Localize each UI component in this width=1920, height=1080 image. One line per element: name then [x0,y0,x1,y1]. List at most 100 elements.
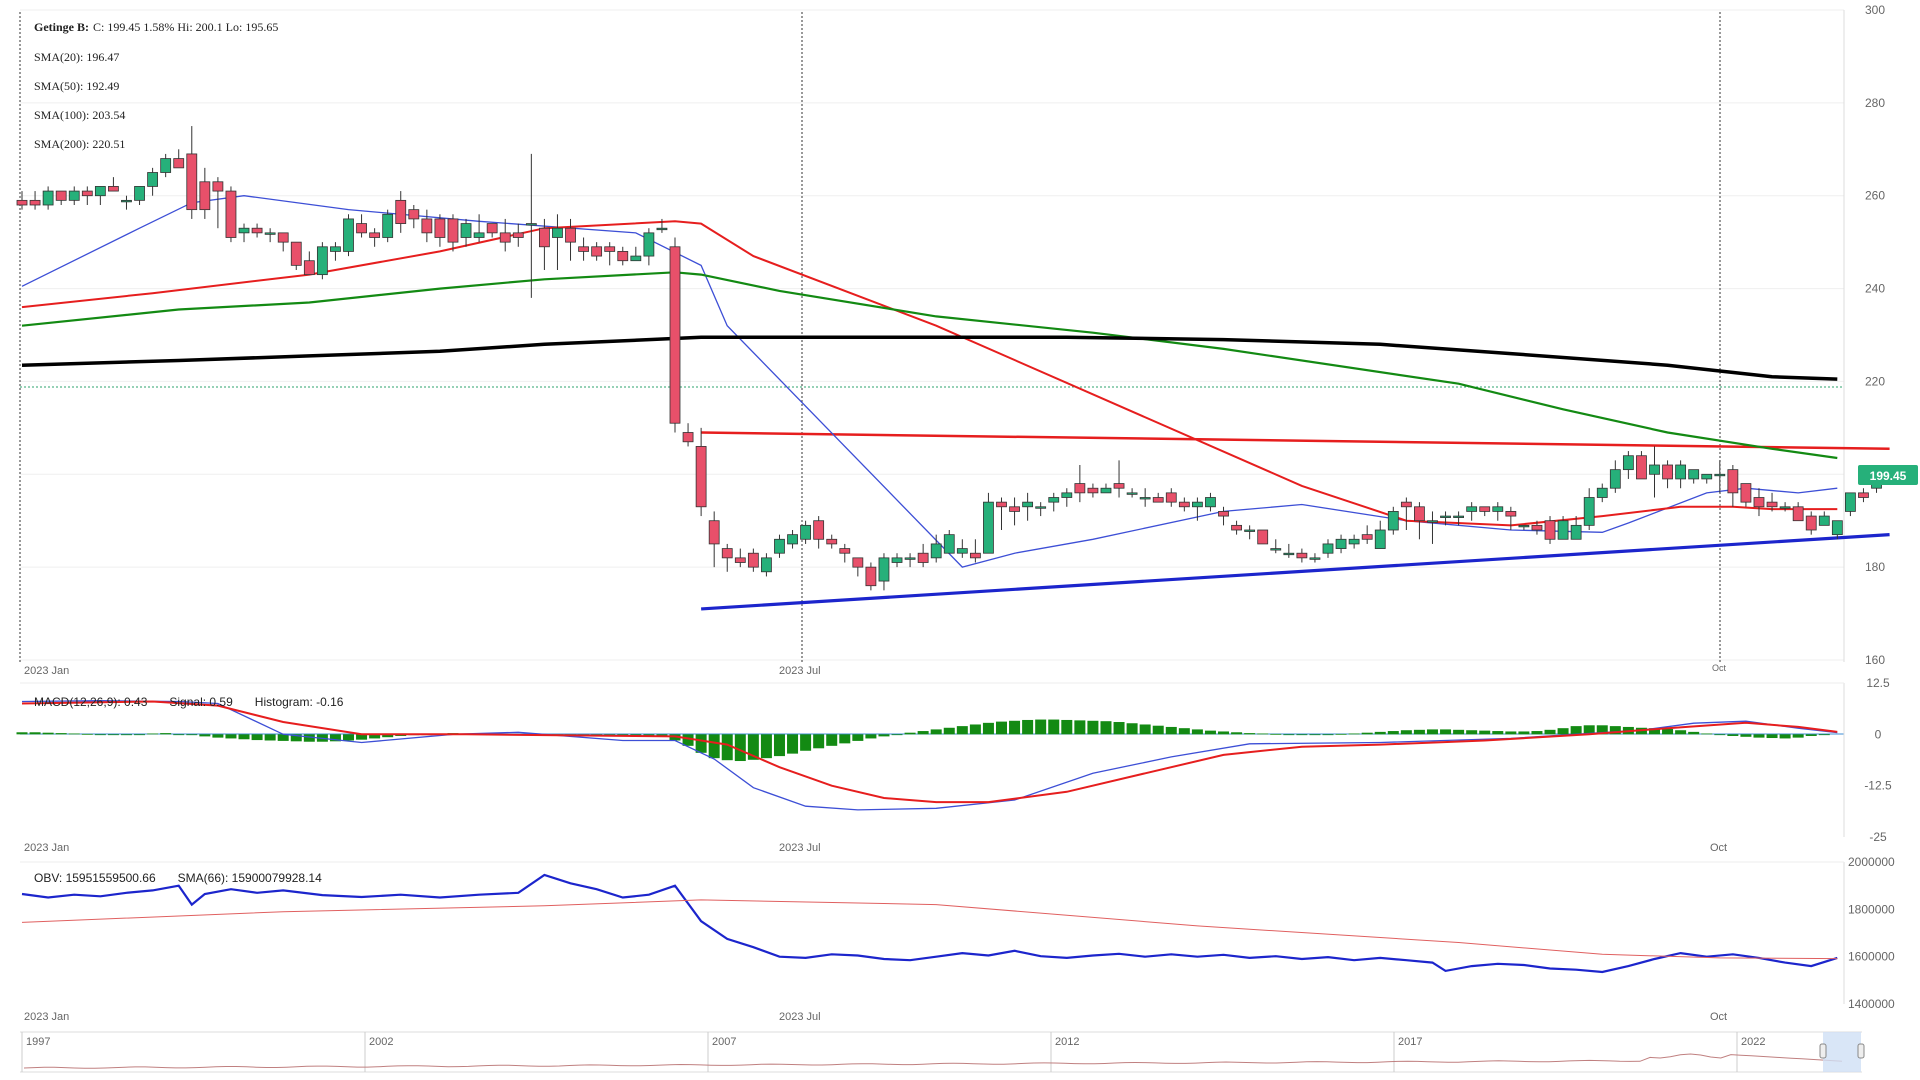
candle [343,214,354,257]
macd-histogram-bar [120,734,132,736]
macd-histogram-bar [1152,725,1164,735]
macd-histogram-bar [1165,726,1177,735]
macd-histogram-bar [734,734,746,762]
candle-body [330,246,341,252]
macd-tick-label: 12.5 [1866,676,1890,690]
signal-line [21,700,1838,804]
candle [160,153,172,178]
candle-body [1740,483,1752,503]
navigator-selection[interactable] [1823,1032,1861,1072]
candle [1622,451,1634,479]
candle-body [1805,515,1817,531]
macd-histogram-bar [930,729,942,735]
candle-body [1858,492,1869,498]
macd-histogram-bar [852,734,864,741]
macd-histogram-bar [695,734,707,753]
last-price-badge [1858,465,1918,485]
candle-body [1205,497,1216,508]
candle [1845,492,1856,517]
x-label-jul: 2023 Jul [779,665,821,677]
macd-histogram-bar [107,734,119,736]
candle-body [656,227,668,231]
obv-tick-label: 1400000 [1848,997,1895,1011]
candle [173,149,185,169]
candle [1087,483,1099,498]
candle-body [1113,483,1125,489]
candle [1244,525,1256,540]
macd-histogram-bar [16,732,28,735]
candle [1675,460,1687,489]
macd-histogram-bar [1779,734,1791,739]
macd-histogram-bar [1505,731,1517,735]
candle-body [774,538,785,554]
candle [1283,543,1295,558]
candle [983,492,994,554]
candle-body [29,199,41,206]
candle [460,218,472,247]
candle-body [512,232,524,238]
candle-body [42,190,54,206]
candle [1466,502,1478,521]
candle-body [1440,515,1451,518]
candle [1427,511,1438,544]
candle [878,553,890,591]
macd-histogram-bar [1257,733,1269,735]
candle [617,246,629,266]
candle [930,534,942,563]
candle-body [134,186,145,201]
candle-body [186,153,198,211]
candle-body [16,199,28,206]
candle [316,242,328,280]
macd-histogram-bar [199,734,211,737]
macd-histogram-bar [1218,731,1230,735]
candle [1257,529,1269,545]
candle-body [1218,511,1229,517]
candle [1440,511,1451,526]
candle [447,214,459,252]
candle [290,241,302,270]
obv-lines [21,873,1838,974]
candle-body [826,538,838,545]
candle [1636,451,1647,480]
candle [1727,465,1739,507]
macd-histogram-bar [787,734,799,754]
sma20-legend: SMA(20): 196.47 [34,50,119,64]
trend-lines [701,431,1890,611]
candle [303,251,315,276]
macd-histogram-bar [1662,728,1674,735]
navigator[interactable]: 1997 2002 2007 2012 2017 2022 [20,1031,1865,1073]
macd-histogram-bar [81,733,93,735]
candle-body [969,552,981,559]
candle-body [1622,455,1634,471]
candle-body [212,181,224,192]
candle [1570,516,1582,540]
macd-histogram-bar [343,734,354,741]
navigator-left-handle[interactable] [1819,1043,1827,1059]
candle [1322,539,1334,558]
candle [1205,492,1216,512]
candle [1374,520,1386,549]
candle [199,167,211,219]
macd-histogram-bar [251,734,263,741]
sma100-legend: SMA(100): 203.54 [34,108,125,122]
candle-body [316,246,328,276]
macd-histogram-bar [42,732,54,735]
macd-histogram-bar [826,734,838,746]
candle-body [1296,552,1308,559]
candle [865,562,877,591]
macd-histogram-bar [721,734,733,761]
candle-body [1270,548,1282,551]
navigator-right-handle[interactable] [1857,1043,1865,1059]
price-tick-label: 260 [1865,189,1885,203]
candle-body [1675,464,1687,480]
macd-histogram-bar [1818,734,1830,736]
macd-histogram-bar [1740,734,1752,737]
macd-histogram-bar [1413,729,1425,735]
candle [747,548,759,572]
candle [356,214,367,238]
candle-body [1453,515,1464,518]
obv-sma-legend: SMA(66): 15900079928.14 [178,871,322,885]
candle [1414,502,1425,540]
